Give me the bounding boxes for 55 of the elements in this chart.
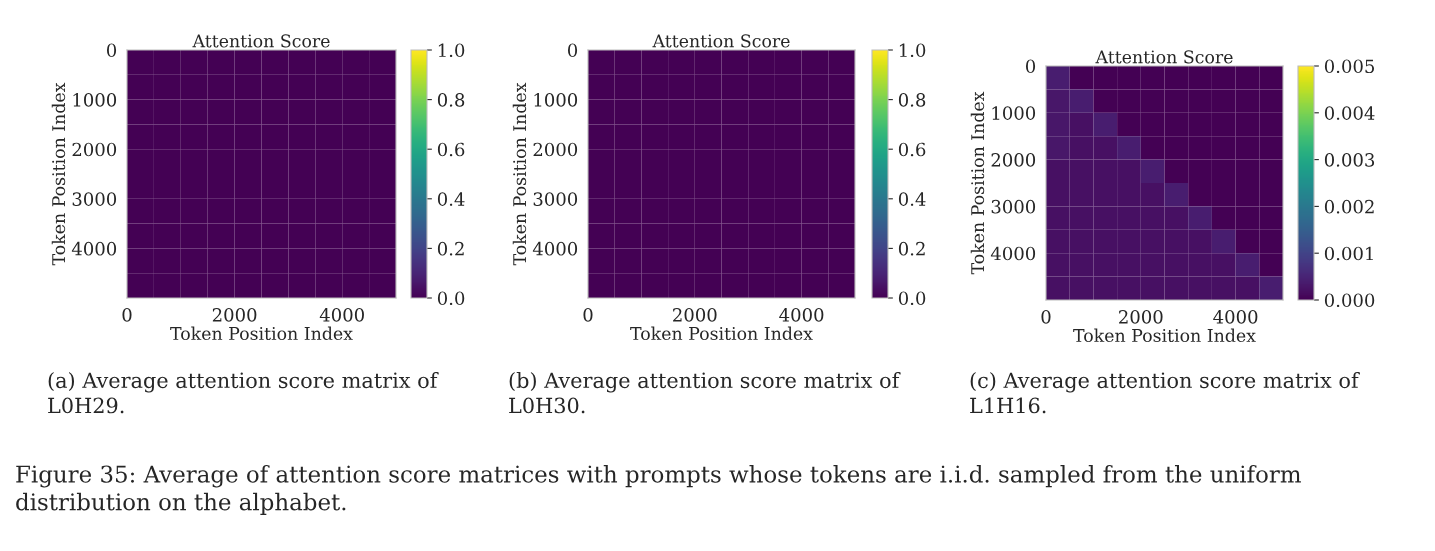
- color-bar-label: 1.0: [899, 43, 926, 58]
- color-bar-label: 0.6: [437, 142, 465, 157]
- color-bar-label: 0.2: [898, 241, 925, 256]
- color-bar-label: 0.000: [1324, 293, 1375, 308]
- y-tick-label: 4000: [71, 241, 117, 256]
- x-tick-label: 4000: [319, 308, 364, 322]
- y-tick-label: 0: [567, 43, 578, 58]
- y-tick-label: 0: [106, 43, 117, 58]
- y-axis-title: Token Position Index: [512, 82, 527, 266]
- y-tick-label: 3000: [533, 192, 578, 206]
- text: (c) Average attention score matrix of L1H16.: [970, 372, 1360, 414]
- color-bar-label: 0.8: [898, 93, 926, 107]
- color-bar-label: 0.0: [898, 291, 926, 306]
- x-tick-label: 2000: [1119, 310, 1163, 324]
- color-bar-label: 0.003: [1324, 153, 1375, 167]
- x-axis-title: Token Position Index: [630, 326, 813, 341]
- color-bar-label: 0.004: [1324, 106, 1375, 120]
- y-axis-title: Token Position Index: [970, 91, 985, 275]
- color-bar-label: 0.4: [898, 192, 926, 206]
- color-bar-label: 0.6: [898, 142, 926, 157]
- chart-title: Attention Score: [652, 34, 790, 48]
- y-tick-label: 4000: [990, 246, 1036, 261]
- y-tick-label: 4000: [532, 241, 578, 256]
- x-tick-label: 2000: [673, 308, 717, 322]
- x-tick-label: 0: [1041, 310, 1051, 324]
- x-tick-label: 4000: [1213, 310, 1258, 324]
- y-tick-label: 3000: [72, 192, 117, 206]
- color-bar-label: 0.002: [1324, 199, 1374, 214]
- color-bar-label: 0.2: [437, 241, 464, 256]
- x-tick-label: 2000: [212, 308, 257, 322]
- x-tick-label: 0: [583, 308, 593, 322]
- y-tick-label: 2000: [991, 153, 1036, 167]
- chart-title: Attention Score: [192, 34, 330, 48]
- y-axis-title: Token Position Index: [51, 82, 66, 266]
- color-bar-label: 0.4: [437, 192, 465, 206]
- y-tick-label: 1000: [534, 93, 578, 107]
- x-axis-title: Token Position Index: [170, 326, 353, 341]
- y-tick-label: 2000: [533, 142, 578, 157]
- caption: Figure 35: Average of attention score matrices with prompts whose tokens are i.i.d. sampled from the uniform distribution on the alphabet.: [16, 465, 1301, 515]
- y-tick-label: 2000: [72, 142, 117, 157]
- color-bar-label: 0.005: [1324, 59, 1375, 74]
- color-bar-label: 0.8: [437, 93, 465, 107]
- y-tick-label: 0: [1025, 59, 1036, 74]
- color-bar-label: 1.0: [438, 43, 465, 58]
- y-tick-label: 1000: [73, 93, 117, 107]
- x-axis-title: Token Position Index: [1073, 328, 1256, 343]
- color-bar-label: 0.0: [437, 291, 465, 306]
- text: (b) Average attention score matrix of L0H30.: [509, 372, 901, 414]
- y-tick-label: 3000: [991, 199, 1036, 214]
- chart-title: Attention Score: [1095, 50, 1233, 64]
- color-bar-label: 0.001: [1324, 246, 1373, 261]
- text: (a) Average attention score matrix of L0H29.: [48, 372, 439, 414]
- y-tick-label: 1000: [992, 106, 1036, 120]
- x-tick-label: 4000: [779, 308, 824, 322]
- x-tick-label: 0: [122, 308, 132, 322]
